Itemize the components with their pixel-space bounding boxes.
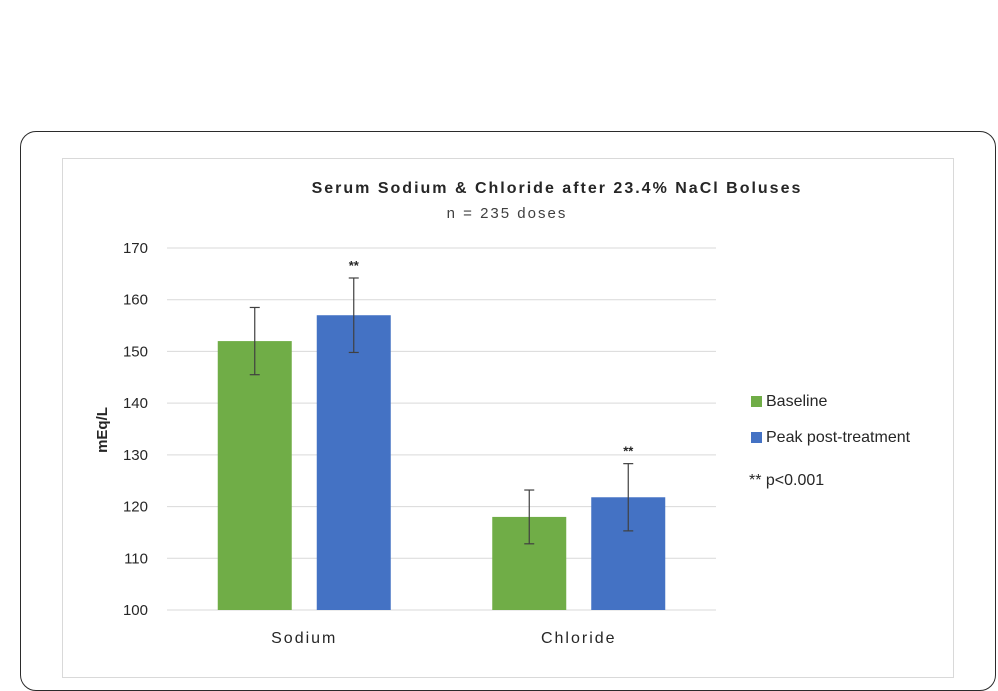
chart-title: Serum Sodium & Chloride after 23.4% NaCl…: [312, 180, 803, 197]
bar-sodium-baseline: [217, 341, 292, 610]
legend-entry: Baseline: [766, 393, 827, 410]
y-tick-label: 120: [123, 499, 148, 516]
y-tick-labels: 100 110 120 130 140 150 160 170: [123, 240, 148, 619]
y-tick-label: 150: [123, 343, 148, 360]
significance-marker: **: [349, 258, 360, 273]
significance-marker: **: [623, 444, 634, 459]
y-tick-label: 100: [123, 602, 148, 619]
error-bars: ** **: [249, 258, 634, 545]
chart-subtitle: n = 235 doses: [447, 205, 568, 222]
legend-swatch: [751, 396, 762, 407]
category-labels: Sodium Chloride: [271, 630, 617, 647]
legend-swatch: [751, 432, 762, 443]
y-tick-label: 130: [123, 447, 148, 464]
legend-entry: Peak post-treatment: [766, 429, 911, 446]
bar-chart: Serum Sodium & Chloride after 23.4% NaCl…: [94, 180, 911, 647]
y-axis-label: mEq/L: [94, 407, 111, 453]
y-tick-label: 110: [124, 550, 148, 567]
bars: [217, 315, 666, 610]
category-label-sodium: Sodium: [271, 630, 337, 647]
y-tick-label: 170: [123, 240, 148, 257]
category-label-chloride: Chloride: [541, 630, 617, 647]
legend-note: ** p<0.001: [749, 472, 824, 489]
y-tick-label: 160: [123, 292, 148, 309]
bar-sodium-peak: [316, 315, 391, 610]
y-tick-label: 140: [123, 395, 148, 412]
legend: Baseline Peak post-treatment ** p<0.001: [749, 393, 911, 489]
